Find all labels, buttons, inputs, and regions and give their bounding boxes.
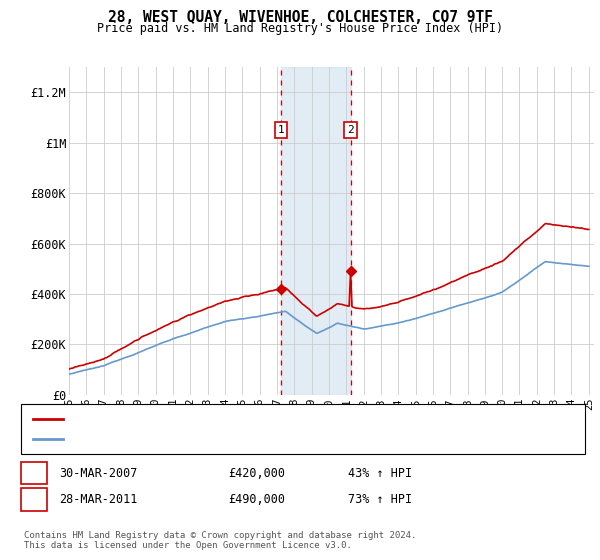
Text: 1: 1: [278, 125, 284, 135]
Text: Price paid vs. HM Land Registry's House Price Index (HPI): Price paid vs. HM Land Registry's House …: [97, 22, 503, 35]
Text: 28, WEST QUAY, WIVENHOE, COLCHESTER, CO7 9TF: 28, WEST QUAY, WIVENHOE, COLCHESTER, CO7…: [107, 10, 493, 25]
Text: 2: 2: [347, 125, 354, 135]
Bar: [281, 67, 350, 395]
Text: Contains HM Land Registry data © Crown copyright and database right 2024.
This d: Contains HM Land Registry data © Crown c…: [24, 530, 416, 550]
Text: 2: 2: [31, 493, 37, 506]
Text: 43% ↑ HPI: 43% ↑ HPI: [348, 466, 412, 480]
Text: £490,000: £490,000: [228, 493, 285, 506]
Text: 1: 1: [31, 466, 37, 480]
Text: £420,000: £420,000: [228, 466, 285, 480]
Text: 30-MAR-2007: 30-MAR-2007: [59, 466, 137, 480]
Text: 28, WEST QUAY, WIVENHOE, COLCHESTER, CO7 9TF (detached house): 28, WEST QUAY, WIVENHOE, COLCHESTER, CO7…: [70, 414, 451, 424]
Text: HPI: Average price, detached house, Colchester: HPI: Average price, detached house, Colc…: [70, 433, 358, 444]
Text: 28-MAR-2011: 28-MAR-2011: [59, 493, 137, 506]
Text: 73% ↑ HPI: 73% ↑ HPI: [348, 493, 412, 506]
